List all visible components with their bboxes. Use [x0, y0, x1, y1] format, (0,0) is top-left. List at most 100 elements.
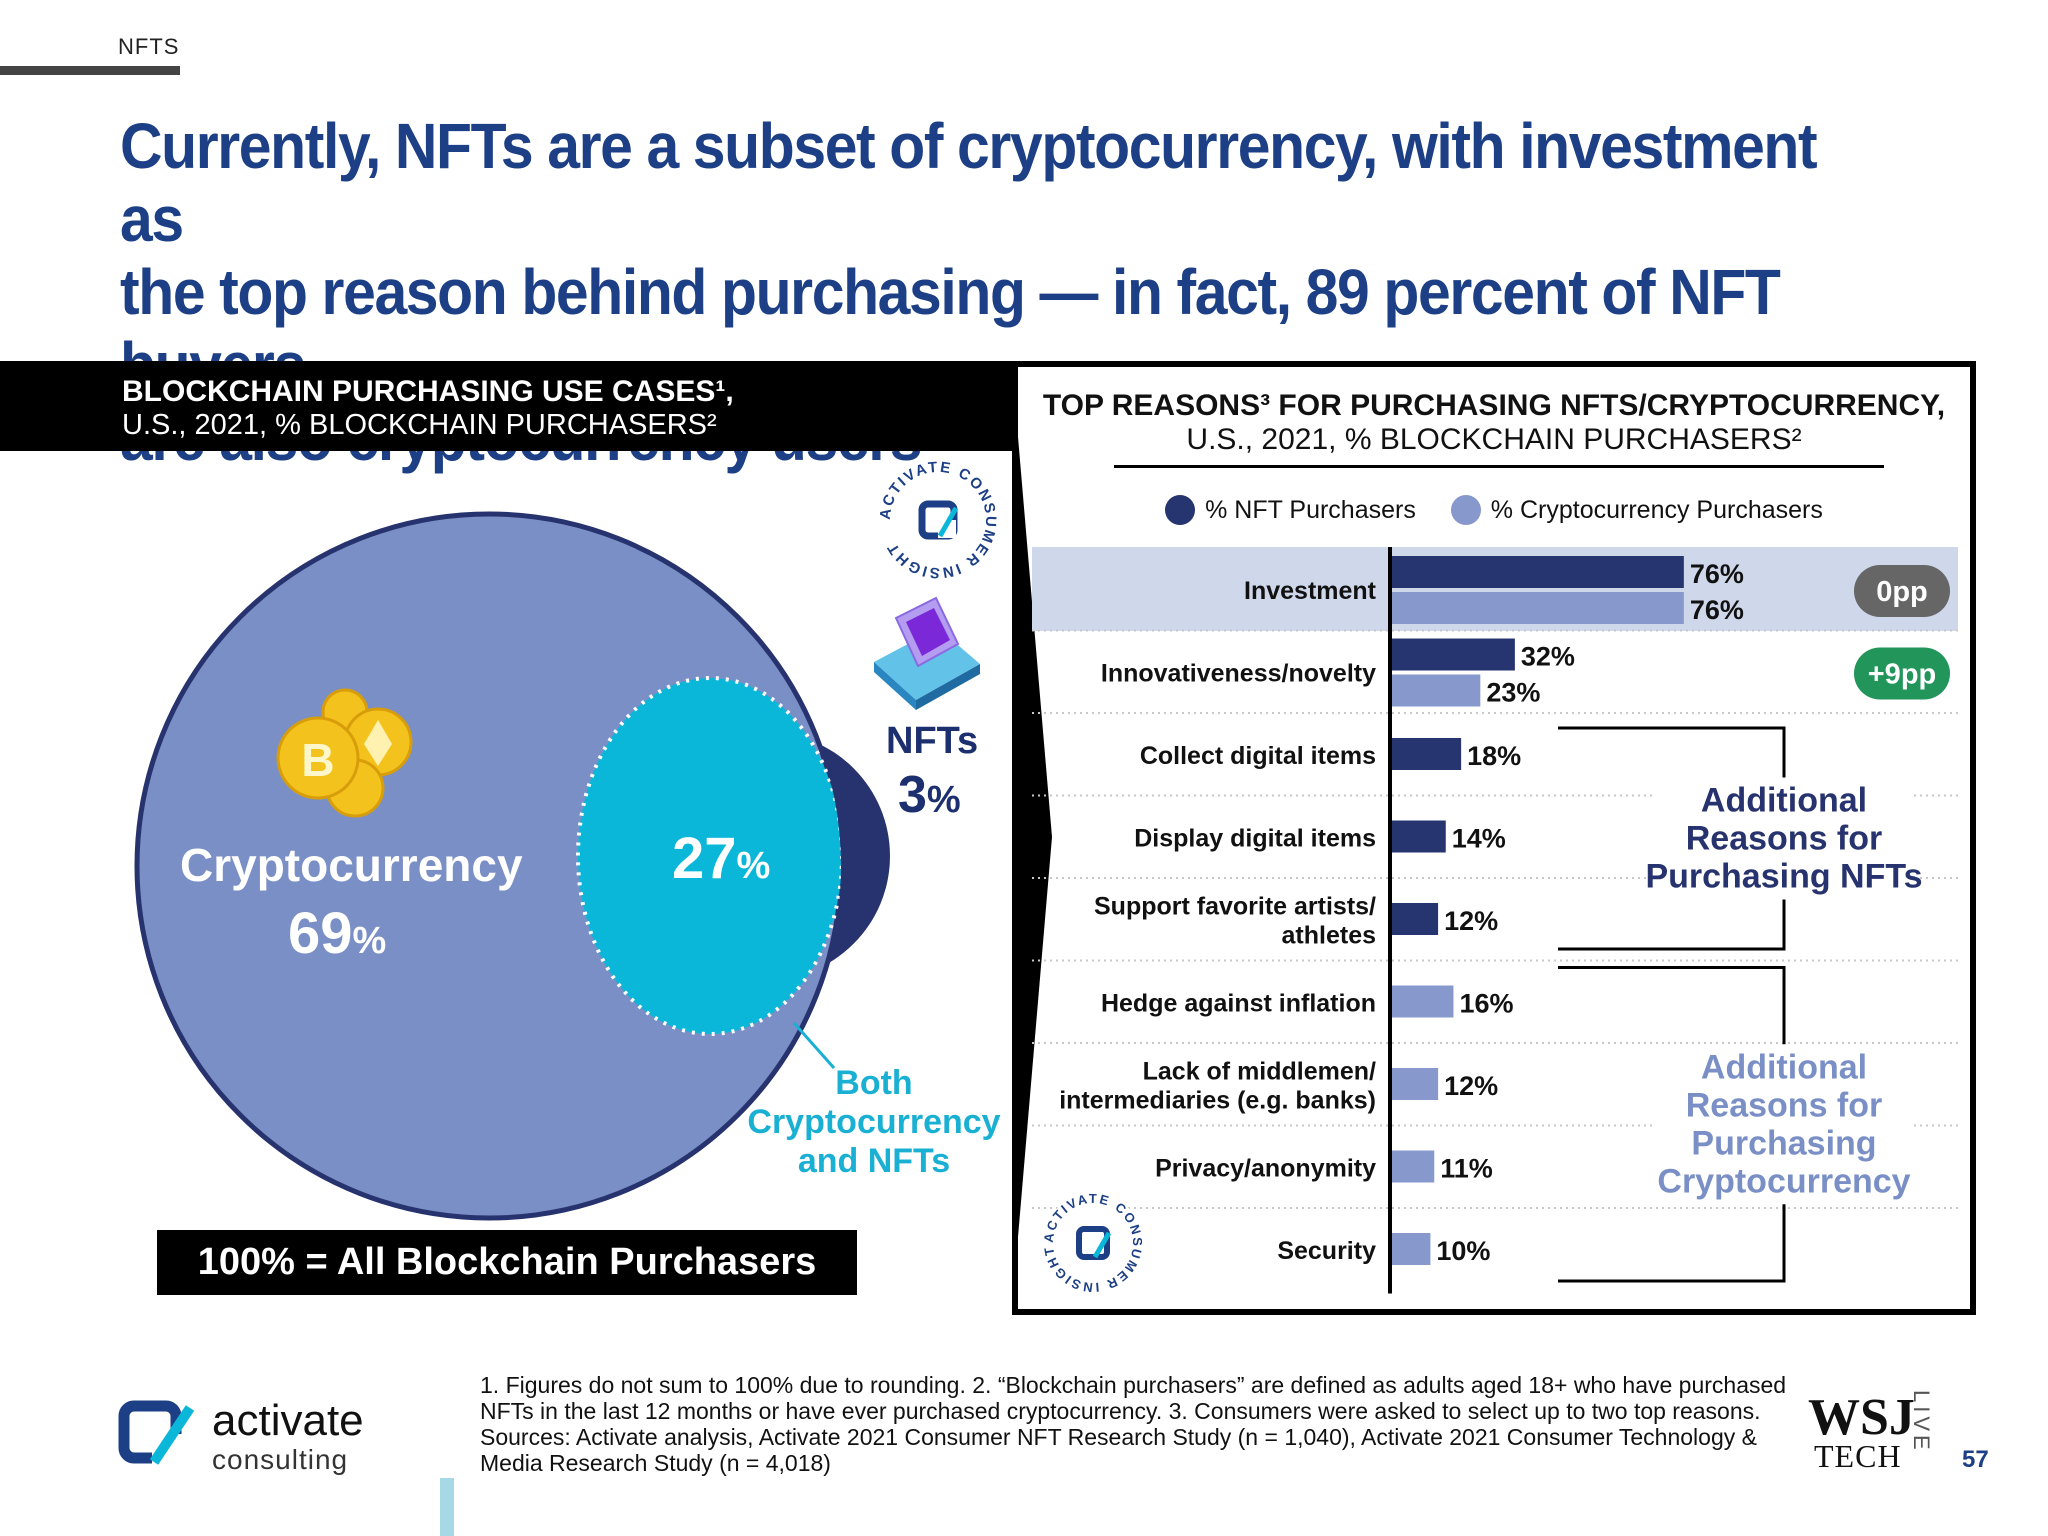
nft-group-label: Additional — [1701, 782, 1867, 820]
legend-label-crypto: % Cryptocurrency Purchasers — [1490, 495, 1823, 524]
nft-group-label-bg — [1656, 777, 1912, 900]
both-value-unit: % — [736, 845, 771, 887]
left-panel-subtitle: U.S., 2021, % BLOCKCHAIN PURCHASERS² — [122, 409, 717, 441]
wsj-logo: WSJ — [1808, 1389, 1915, 1446]
legend-item-crypto: % Cryptocurrency Purchasers — [1450, 495, 1823, 525]
svg-text:B: B — [301, 734, 334, 786]
chart-legend: % NFT Purchasers % Cryptocurrency Purcha… — [1018, 495, 1970, 532]
bar-crypto — [1392, 674, 1481, 707]
nft-set-label: NFTs — [886, 720, 979, 762]
nft-group-label: Purchasing NFTs — [1645, 858, 1922, 896]
section-tag: NFTS — [118, 34, 180, 59]
legend-item-nft: % NFT Purchasers — [1165, 495, 1416, 525]
bar-nft — [1392, 556, 1684, 588]
bar-value: 16% — [1459, 989, 1513, 1019]
footnote-line-3: Sources: Activate analysis, Activate 202… — [480, 1424, 1757, 1450]
both-label-line: Both — [835, 1064, 913, 1102]
legend-label-nft: % NFT Purchasers — [1205, 495, 1416, 524]
overlap-region — [576, 676, 841, 1036]
bar-value: 14% — [1452, 824, 1506, 854]
footnote-line-2: NFTs in the last 12 months or have ever … — [480, 1398, 1761, 1424]
legend-swatch-crypto — [1450, 495, 1481, 525]
bar-nft — [1392, 820, 1446, 853]
both-set-value: 27% — [672, 825, 770, 892]
row-label: Lack of middlemen/ — [1143, 1058, 1376, 1086]
both-label-line: and NFTs — [797, 1142, 951, 1180]
crypto-group-label: Cryptocurrency — [1657, 1162, 1910, 1200]
venn-svg: B ACTIVATE CONSUMER INSIGHT — [134, 459, 998, 1221]
bar-value: 18% — [1467, 741, 1521, 771]
bar-nft — [1392, 903, 1439, 935]
wsj-tech-label: TECH — [1814, 1438, 1902, 1474]
badge-mark-accent — [1092, 1231, 1112, 1259]
headline-line-2: the top reason behind purchasing — in fa… — [120, 256, 1781, 401]
bar-crypto — [1392, 592, 1684, 624]
venn-diagram: B ACTIVATE CONSUMER INSIGHT Cryptocurren… — [0, 450, 1012, 1350]
bar-value-crypto: 76% — [1690, 595, 1744, 625]
footnote: 1. Figures do not sum to 100% due to rou… — [480, 1372, 1820, 1476]
crypto-set-label: Cryptocurrency — [180, 839, 523, 891]
bar-crypto — [1392, 1068, 1439, 1100]
diff-badge — [1854, 647, 1950, 700]
activate-logo-name: activate — [212, 1396, 364, 1445]
bar-value: 10% — [1436, 1236, 1490, 1266]
consumer-insight-badge-small — [1043, 1193, 1143, 1293]
nft-value-number: 3 — [898, 766, 927, 824]
section-rule — [0, 66, 180, 75]
base-note: 100% = All Blockchain Purchasers — [157, 1230, 857, 1295]
badge-mark — [1076, 1226, 1110, 1260]
right-panel-title: TOP REASONS³ FOR PURCHASING NFTS/CRYPTOC… — [1042, 389, 1946, 422]
consumer-insight-badge: ACTIVATE CONSUMER INSIGHT — [877, 459, 998, 582]
crypto-group-label: Purchasing — [1691, 1124, 1876, 1162]
row-label: Hedge against inflation — [1101, 990, 1376, 1018]
row-label: Display digital items — [1134, 825, 1376, 853]
wsj-live-label: LIVE — [1909, 1390, 1934, 1454]
bar-nft — [1392, 638, 1515, 671]
both-set-label: Both Cryptocurrency and NFTs — [744, 1064, 1004, 1181]
left-panel-header: BLOCKCHAIN PURCHASING USE CASES¹, U.S., … — [0, 361, 1012, 451]
both-value-number: 27 — [672, 826, 737, 891]
row-label: Collect digital items — [1140, 742, 1376, 770]
bar-value: 12% — [1444, 1071, 1498, 1101]
bar-value-nft: 76% — [1690, 559, 1744, 589]
crypto-set-value: 69% — [288, 900, 386, 967]
headline-line-1: Currently, NFTs are a subset of cryptocu… — [120, 110, 1818, 255]
crypto-value-number: 69 — [288, 901, 353, 966]
crypto-group-label: Additional — [1701, 1048, 1867, 1086]
row-label: athletes — [1282, 922, 1376, 950]
bar-nft — [1392, 738, 1462, 770]
row-label: Support favorite artists/ — [1094, 893, 1376, 921]
title-rule — [1114, 465, 1884, 468]
nft-card-icon — [874, 596, 980, 710]
both-leader-line — [792, 1022, 836, 1069]
bottom-accent-bar — [440, 1478, 454, 1536]
nft-set-value: 3% — [898, 765, 961, 825]
crypto-value-unit: % — [352, 920, 387, 962]
right-panel-subtitle: U.S., 2021, % BLOCKCHAIN PURCHASERS² — [1186, 423, 1802, 456]
reasons-bar-chart: Investment 76% 76% 0pp Innovativeness/novelt… — [1018, 437, 1958, 1295]
nft-value-unit: % — [926, 779, 961, 821]
bar-value: 12% — [1444, 906, 1498, 936]
row-label: Investment — [1244, 577, 1377, 605]
crypto-group-label: Reasons for — [1686, 1086, 1883, 1124]
legend-swatch-nft — [1165, 495, 1196, 525]
crypto-group-label-bg — [1656, 1044, 1912, 1205]
row-label: Security — [1277, 1237, 1376, 1265]
diff-badge-label: 0pp — [1876, 576, 1928, 608]
row-label: Privacy/anonymity — [1155, 1155, 1376, 1183]
page-number: 57 — [1962, 1446, 1989, 1473]
diff-badge — [1854, 565, 1950, 617]
bar-value-nft: 32% — [1521, 642, 1575, 672]
row-label: intermediaries (e.g. banks) — [1059, 1087, 1376, 1115]
footnote-line-1: 1. Figures do not sum to 100% due to rou… — [480, 1372, 1787, 1398]
right-panel: TOP REASONS³ FOR PURCHASING NFTS/CRYPTOC… — [1012, 361, 1976, 1315]
panel-arrow-notch — [1018, 437, 1052, 1237]
bar-value: 11% — [1440, 1154, 1493, 1184]
nft-group-label: Reasons for — [1686, 820, 1883, 858]
diff-badge-label: +9pp — [1868, 659, 1937, 691]
footnote-line-4: Media Research Study (n = 4,018) — [480, 1450, 831, 1476]
activate-logo-sub: consulting — [212, 1444, 349, 1475]
crypto-coins-icon: B — [276, 688, 413, 818]
both-label-line: Cryptocurrency — [747, 1103, 1001, 1141]
bar-crypto — [1392, 1150, 1435, 1183]
